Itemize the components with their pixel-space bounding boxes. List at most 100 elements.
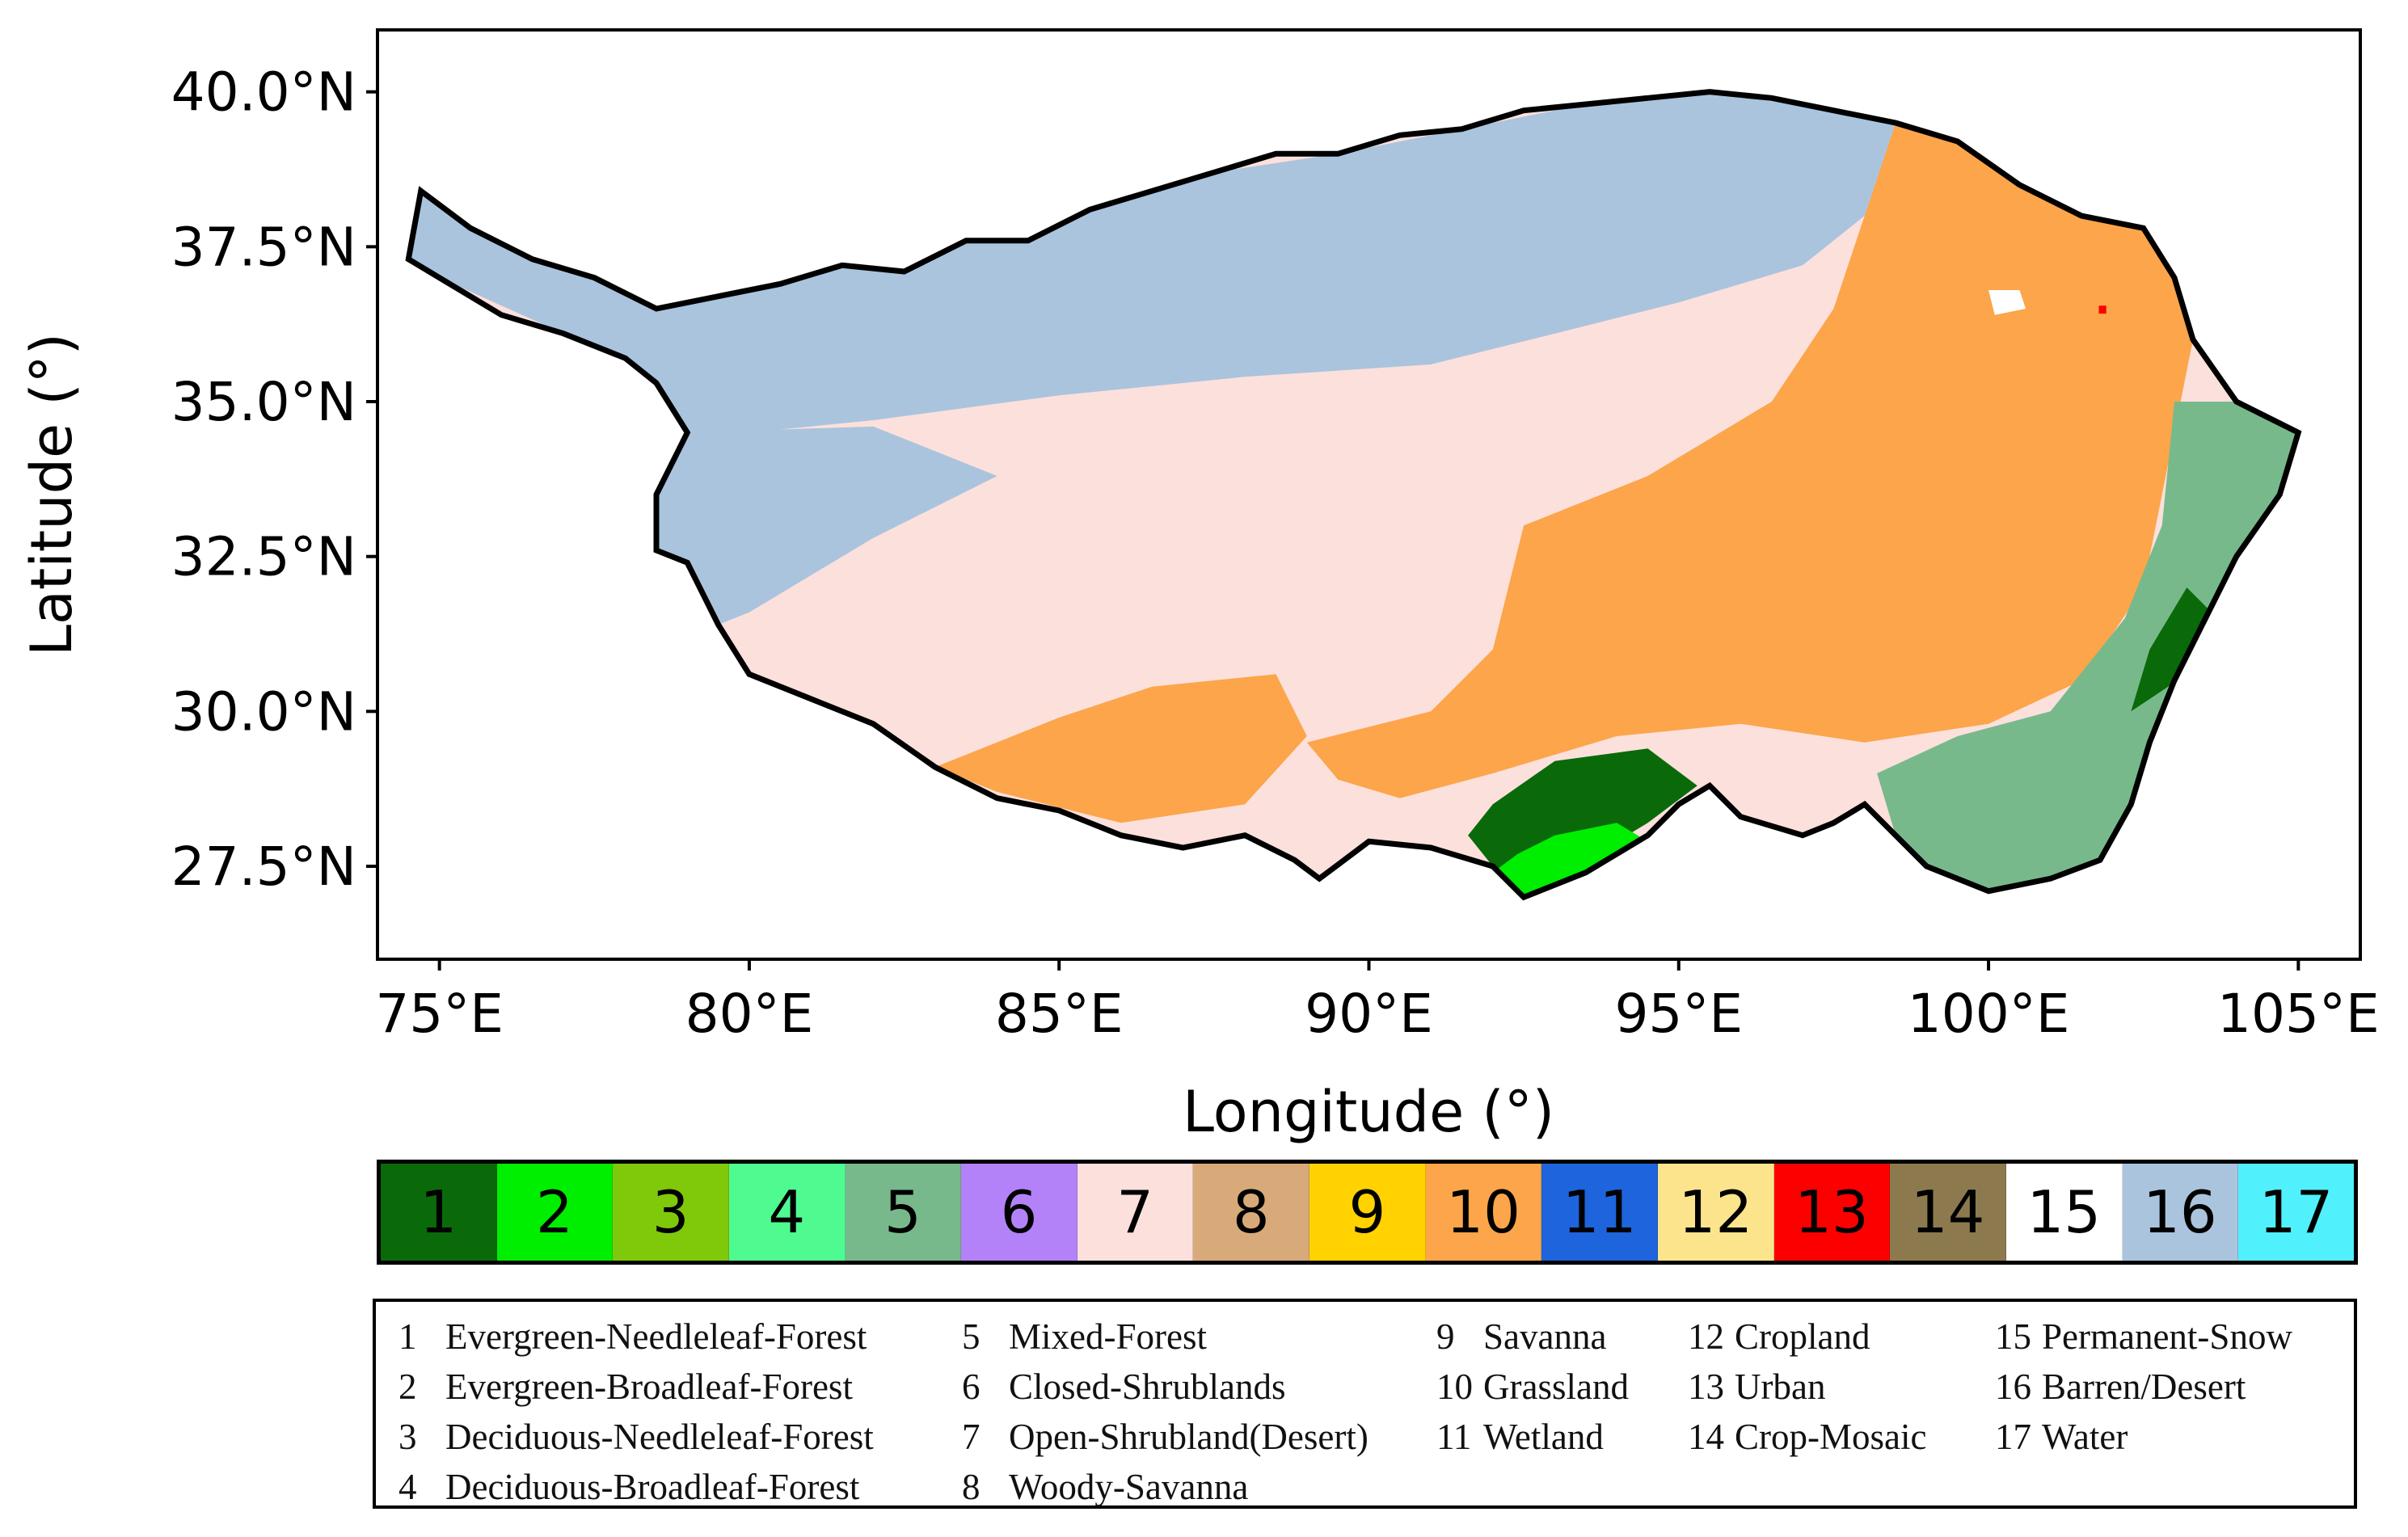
legend-item: 6 Closed-Shrublands: [962, 1362, 1368, 1412]
legend-item-label: Grassland: [1483, 1366, 1629, 1407]
legend-item-number: 11: [1436, 1417, 1472, 1457]
legend-item-number: 13: [1688, 1366, 1724, 1407]
legend-column: 9 Savanna 10 Grassland 11 Wetland: [1436, 1312, 1629, 1462]
legend-item: 5 Mixed-Forest: [962, 1312, 1368, 1362]
legend-item-label: Cropland: [1735, 1316, 1870, 1357]
colorbar-cell-8: 8: [1193, 1164, 1310, 1261]
legend-item-number: 1: [399, 1316, 417, 1357]
legend-item-number: 16: [1995, 1366, 2031, 1407]
y-tick-label: 40.0°N: [171, 61, 356, 124]
y-tick-label: 37.5°N: [171, 216, 356, 278]
evergreen-broadleaf-forest-area: [1492, 823, 1648, 898]
legend-item: 8 Woody-Savanna: [962, 1462, 1368, 1512]
urban-area: [2098, 305, 2106, 314]
y-tick-label: 30.0°N: [171, 680, 356, 743]
legend-item-label: Closed-Shrublands: [1009, 1366, 1286, 1407]
y-tick-label: 27.5°N: [171, 836, 356, 898]
colorbar-cell-1: 1: [381, 1164, 497, 1261]
legend-item: 10 Grassland: [1436, 1362, 1629, 1412]
legend-item: 17 Water: [1995, 1412, 2292, 1462]
x-tick-label: 85°E: [995, 983, 1124, 1045]
colorbar-cell-5: 5: [845, 1164, 962, 1261]
colorbar-cell-11: 11: [1541, 1164, 1659, 1261]
legend-item-label: Evergreen-Needleleaf-Forest: [445, 1316, 867, 1357]
legend-item-number: 8: [962, 1467, 980, 1507]
legend-item-number: 10: [1436, 1366, 1473, 1407]
legend-item-number: 3: [399, 1417, 417, 1457]
legend-item-label: Urban: [1735, 1366, 1826, 1407]
x-tick-label: 105°E: [2217, 983, 2380, 1045]
x-tick-label: 80°E: [685, 983, 814, 1045]
legend-item-label: Evergreen-Broadleaf-Forest: [445, 1366, 853, 1407]
colorbar: 1 2 3 4 5 6 7 8 9 10 11 12 13 14 15 16 17: [377, 1160, 2358, 1265]
colorbar-cell-17: 17: [2238, 1164, 2354, 1261]
mixed-forest-area: [1877, 402, 2299, 891]
barren-desert-area: [408, 91, 1896, 433]
legend-column: 1 Evergreen-Needleleaf-Forest 2 Evergreen-B…: [399, 1312, 874, 1512]
legend-item-number: 2: [399, 1366, 417, 1407]
legend-item-number: 6: [962, 1366, 980, 1407]
legend-item: 12 Cropland: [1688, 1312, 1926, 1362]
legend-column: 12 Cropland 13 Urban 14 Crop-Mosaic: [1688, 1312, 1926, 1462]
grassland-area: [1306, 123, 2193, 798]
legend-item-number: 14: [1688, 1417, 1724, 1457]
land-cover-legend: 1 Evergreen-Needleleaf-Forest 2 Evergreen-B…: [373, 1299, 2357, 1509]
legend-item-label: Deciduous-Needleleaf-Forest: [445, 1417, 874, 1457]
legend-item: 14 Crop-Mosaic: [1688, 1412, 1926, 1462]
legend-item-label: Open-Shrubland(Desert): [1009, 1417, 1368, 1457]
x-tick-label: 95°E: [1614, 983, 1743, 1045]
legend-item: 11 Wetland: [1436, 1412, 1629, 1462]
colorbar-cell-16: 16: [2122, 1164, 2239, 1261]
colorbar-cell-4: 4: [728, 1164, 846, 1261]
legend-column: 5 Mixed-Forest 6 Closed-Shrublands 7 Open-Shr…: [962, 1312, 1368, 1512]
legend-item: 1 Evergreen-Needleleaf-Forest: [399, 1312, 874, 1362]
colorbar-cell-14: 14: [1890, 1164, 2006, 1261]
colorbar-cell-12: 12: [1658, 1164, 1774, 1261]
legend-item-number: 5: [962, 1316, 980, 1357]
barren-desert-area: [656, 426, 997, 625]
region-boundary: [405, 89, 2302, 901]
y-tick-label: 35.0°N: [171, 371, 356, 433]
legend-item-label: Water: [2042, 1417, 2128, 1457]
legend-item: 15 Permanent-Snow: [1995, 1312, 2292, 1362]
legend-item: 9 Savanna: [1436, 1312, 1629, 1362]
colorbar-cell-10: 10: [1425, 1164, 1542, 1261]
legend-item-number: 4: [399, 1467, 417, 1507]
legend-item-number: 17: [1995, 1417, 2031, 1457]
colorbar-cell-13: 13: [1773, 1164, 1891, 1261]
colorbar-cell-3: 3: [613, 1164, 729, 1261]
legend-item-label: Barren/Desert: [2042, 1366, 2246, 1407]
legend-item-label: Permanent-Snow: [2042, 1316, 2292, 1357]
legend-item-label: Woody-Savanna: [1009, 1467, 1249, 1507]
legend-item: 7 Open-Shrubland(Desert): [962, 1412, 1368, 1462]
y-axis-title: Latitude (°): [19, 333, 85, 656]
x-tick-label: 100°E: [1908, 983, 2070, 1045]
x-tick-label: 75°E: [375, 983, 504, 1045]
colorbar-cell-9: 9: [1309, 1164, 1426, 1261]
permanent-snow-area: [1988, 290, 2026, 315]
x-tick-label: 90°E: [1305, 983, 1433, 1045]
legend-item-label: Deciduous-Broadleaf-Forest: [445, 1467, 860, 1507]
land-cover-map: [408, 91, 2299, 898]
axis-ticks: 75°E 80°E 85°E 90°E 95°E 100°E 105°E 40.0°N 37.5…: [171, 61, 2380, 1045]
legend-item-label: Wetland: [1483, 1417, 1604, 1457]
x-axis-title: Longitude (°): [1183, 1079, 1554, 1145]
legend-item: 16 Barren/Desert: [1995, 1362, 2292, 1412]
legend-item-label: Mixed-Forest: [1009, 1316, 1207, 1357]
colorbar-cell-7: 7: [1077, 1164, 1194, 1261]
colorbar-cell-6: 6: [961, 1164, 1077, 1261]
y-tick-label: 32.5°N: [171, 526, 356, 588]
legend-item: 2 Evergreen-Broadleaf-Forest: [399, 1362, 874, 1412]
legend-column: 15 Permanent-Snow 16 Barren/Desert 17 Water: [1995, 1312, 2292, 1462]
evergreen-needleleaf-forest-area: [2131, 587, 2212, 712]
colorbar-cell-2: 2: [496, 1164, 614, 1261]
legend-item: 4 Deciduous-Broadleaf-Forest: [399, 1462, 874, 1512]
legend-item: 13 Urban: [1688, 1362, 1926, 1412]
grassland-area: [934, 674, 1307, 823]
legend-item-number: 7: [962, 1417, 980, 1457]
legend-item-number: 15: [1995, 1316, 2031, 1357]
legend-item-label: Crop-Mosaic: [1735, 1417, 1927, 1457]
legend-item: 3 Deciduous-Needleleaf-Forest: [399, 1412, 874, 1462]
legend-item-number: 9: [1436, 1316, 1455, 1357]
